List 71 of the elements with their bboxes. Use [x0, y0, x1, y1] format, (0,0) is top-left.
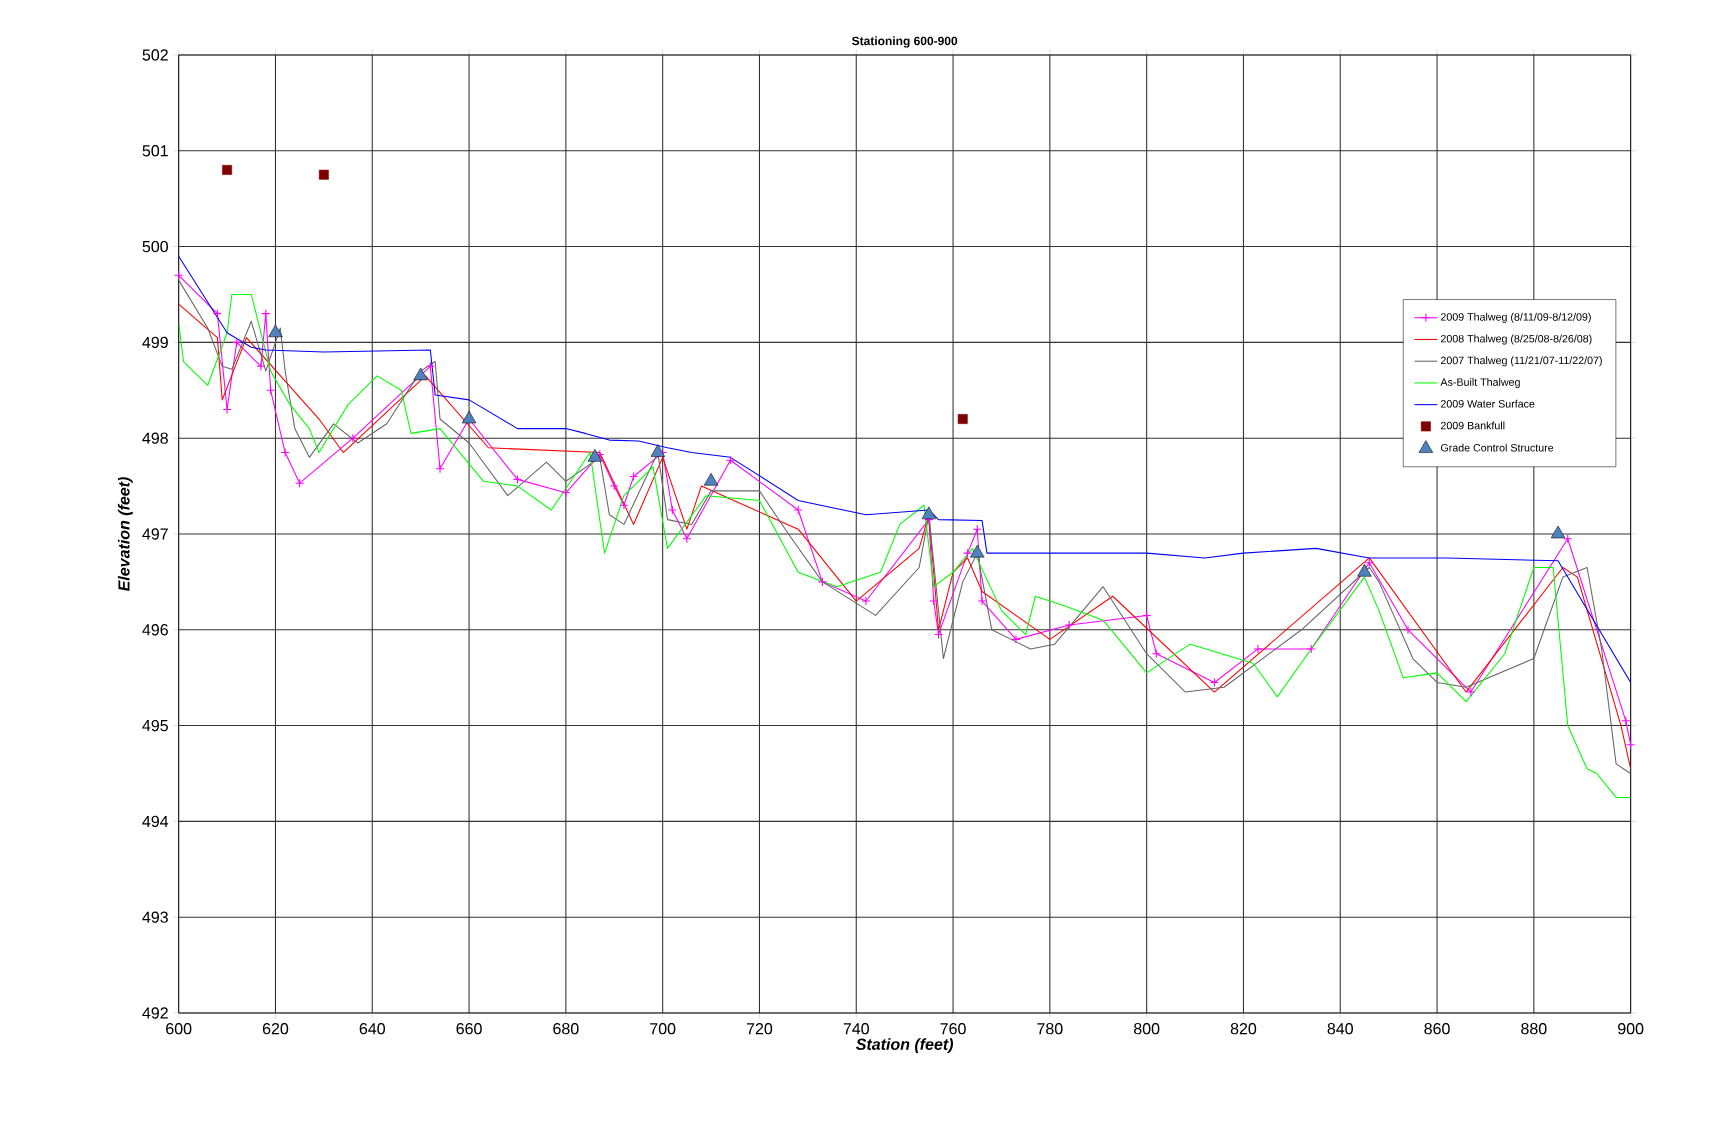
point — [817, 577, 827, 587]
legend-label: 2008 Thalweg (8/25/08-8/26/08) — [1440, 334, 1592, 345]
y-tick-label: 493 — [142, 911, 168, 923]
x-tick-label: 700 — [650, 1023, 676, 1035]
point — [1306, 644, 1316, 654]
point — [977, 596, 987, 606]
x-tick-label: 740 — [843, 1023, 869, 1035]
legend-label: 2009 Bankfull — [1440, 421, 1505, 430]
point — [461, 410, 477, 424]
x-tick-label: 600 — [166, 1023, 192, 1035]
y-tick-label: 499 — [142, 336, 168, 349]
point — [619, 500, 629, 510]
point — [667, 505, 677, 515]
point — [268, 324, 283, 338]
legend-label: As-Built Thalweg — [1440, 378, 1520, 389]
point — [609, 481, 619, 491]
legend-label: Grade Control Structure — [1440, 443, 1554, 452]
point — [650, 444, 666, 457]
point — [256, 361, 266, 371]
x-tick-label: 800 — [1133, 1023, 1160, 1035]
point — [1550, 525, 1566, 539]
x-tick-label: 860 — [1424, 1023, 1450, 1035]
x-tick-label: 640 — [359, 1023, 385, 1035]
chart-title: Stationing 600-900 — [852, 36, 958, 48]
point — [222, 404, 232, 414]
x-tick-label: 900 — [1618, 1023, 1644, 1035]
point — [861, 596, 871, 606]
point — [963, 548, 973, 558]
legend-label: 2009 Thalweg (8/11/09-8/12/09) — [1440, 312, 1591, 323]
point — [413, 367, 428, 381]
x-tick-label: 620 — [262, 1023, 289, 1035]
point — [1466, 687, 1476, 697]
y-tick-label: 496 — [142, 624, 168, 636]
point — [1011, 634, 1021, 644]
point — [561, 488, 571, 498]
point — [957, 414, 968, 424]
point — [318, 169, 329, 180]
point — [435, 464, 445, 474]
point — [929, 596, 939, 606]
y-tick-label: 497 — [142, 528, 168, 540]
point — [682, 534, 692, 544]
y-tick-label: 492 — [142, 1007, 168, 1019]
y-axis-title: Elevation (feet) — [117, 477, 133, 592]
y-tick-label: 498 — [142, 432, 168, 444]
y-tick-label: 495 — [142, 719, 168, 732]
legend-label: 2009 Water Surface — [1440, 399, 1535, 408]
x-tick-label: 660 — [456, 1023, 482, 1035]
x-tick-label: 840 — [1327, 1023, 1353, 1035]
point — [703, 473, 719, 486]
y-tick-label: 500 — [142, 240, 168, 253]
point — [793, 505, 803, 515]
legend-label: 2007 Thalweg (11/21/07-11/22/07) — [1440, 356, 1602, 367]
x-tick-label: 820 — [1230, 1023, 1257, 1035]
x-tick-label: 720 — [746, 1023, 773, 1035]
y-tick-label: 502 — [142, 49, 168, 61]
point — [1357, 564, 1372, 577]
point — [1403, 625, 1413, 635]
point — [222, 165, 233, 175]
point — [921, 506, 937, 520]
point — [587, 449, 603, 462]
x-tick-label: 680 — [553, 1023, 579, 1035]
y-tick-label: 494 — [142, 815, 169, 828]
x-tick-label: 780 — [1037, 1023, 1063, 1035]
point — [1064, 620, 1074, 630]
x-axis-title: Station (feet) — [855, 1038, 954, 1054]
x-tick-label: 880 — [1521, 1023, 1547, 1035]
y-tick-label: 501 — [142, 145, 168, 157]
point — [348, 433, 358, 443]
x-tick-label: 760 — [940, 1023, 966, 1035]
point — [1253, 644, 1263, 654]
point — [970, 544, 985, 558]
